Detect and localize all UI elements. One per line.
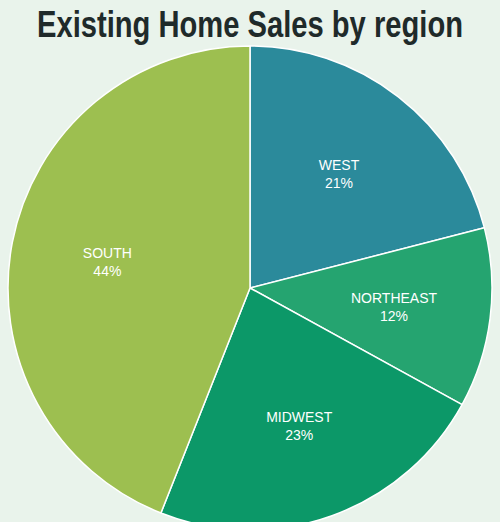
data-label: 23% [285,427,313,443]
slice-label: WEST [319,157,360,173]
slice-label: SOUTH [83,245,132,261]
slice-label: NORTHEAST [351,290,438,306]
labels: WEST 21% NORTHEAST 12% MIDWEST 23% SOUTH 44% [83,157,438,442]
slice-label: MIDWEST [266,409,333,425]
chart: Existing Home Sales by region WEST 21% NORT… [0,0,500,522]
data-label: 44% [93,263,121,279]
slices [8,46,492,522]
data-label: 21% [325,175,353,191]
slice [8,46,250,513]
data-label: 12% [380,308,408,324]
title: Existing Home Sales by region [37,4,463,45]
